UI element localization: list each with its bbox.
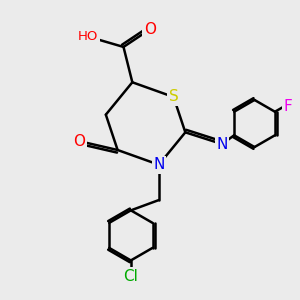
Text: N: N (153, 157, 164, 172)
Text: Cl: Cl (123, 268, 138, 284)
Text: O: O (73, 134, 85, 149)
Text: S: S (169, 89, 178, 104)
Text: O: O (144, 22, 156, 37)
Text: HO: HO (78, 30, 98, 43)
Text: N: N (217, 136, 228, 152)
Text: F: F (283, 99, 292, 114)
